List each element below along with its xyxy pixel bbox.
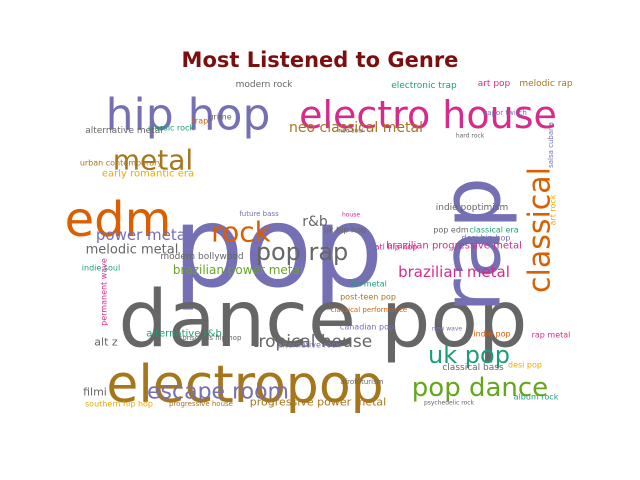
cloud-word-atl-hip-hop: atl hip hop xyxy=(375,243,418,252)
cloud-word-conscious-hip-hop: conscious hip hop xyxy=(179,334,242,342)
cloud-word-canadian-pop: canadian pop xyxy=(340,323,394,332)
cloud-word-edm: edm xyxy=(65,192,172,248)
cloud-word-early-romantic-era: early romantic era xyxy=(102,169,194,180)
cloud-word-classic-rock: classic rock xyxy=(148,124,194,133)
page-title: Most Listened to Genre xyxy=(181,48,459,72)
cloud-word-randb: r&b xyxy=(302,214,328,230)
cloud-word-urban-contemporary: urban contemporary xyxy=(80,159,163,168)
cloud-word-grime: grime xyxy=(208,113,231,122)
cloud-word-trap: trap xyxy=(192,117,208,126)
cloud-word-classical-performance: classical performance xyxy=(331,306,407,314)
cloud-word-brazilian-metal: brazilian metal xyxy=(398,263,510,281)
cloud-word-pop-dance: pop dance xyxy=(412,373,548,403)
cloud-word-progressive-power-metal: progressive power metal xyxy=(250,396,386,409)
cloud-word-rap: rap xyxy=(425,177,520,313)
cloud-word-afrofuturism: afrofuturism xyxy=(340,378,383,386)
cloud-word-metal: metal xyxy=(113,144,193,177)
cloud-word-uk-pop: uk pop xyxy=(428,341,510,369)
cloud-word-escape-room: escape room xyxy=(147,380,289,405)
cloud-word-classical-era: classical era xyxy=(469,226,518,235)
cloud-word-electronic-trap: electronic trap xyxy=(391,81,457,91)
cloud-word-southern-hip-hop: southern hip hop xyxy=(85,400,153,409)
cloud-word-neo-classical-metal: neo classical metal xyxy=(289,120,423,136)
cloud-word-modern-rock: modern rock xyxy=(236,80,294,90)
cloud-word-post-teen-pop: post-teen pop xyxy=(340,293,396,302)
cloud-word-alternative-metal: alternative metal xyxy=(85,126,162,136)
cloud-word-electro-house: electro house xyxy=(299,93,557,137)
cloud-word-neo-soul: neo soul xyxy=(338,128,364,135)
cloud-word-melodic-rap: melodic rap xyxy=(519,79,573,89)
cloud-word-new-wave: new wave xyxy=(432,326,462,333)
cloud-word-tropical-house: tropical house xyxy=(252,332,372,352)
cloud-word-filmi: filmi xyxy=(83,386,107,399)
cloud-word-classical: classical xyxy=(523,167,558,293)
cloud-word-uk-hip-hop: uk hip hop xyxy=(324,226,366,235)
cloud-word-art-pop: art pop xyxy=(478,79,511,89)
cloud-word-progressive-house: progressive house xyxy=(169,400,233,408)
cloud-word-album-rock: album rock xyxy=(514,393,559,402)
cloud-word-desi-hip-hop: desi hip hop xyxy=(462,234,511,243)
cloud-word-alternative-randb: alternative r&b xyxy=(146,329,222,340)
cloud-word-hard-rock: hard rock xyxy=(456,133,485,140)
cloud-word-rock: rock xyxy=(211,216,271,249)
cloud-word-permanent-wave: permanent wave xyxy=(100,258,109,326)
cloud-word-indie-poptimism: indie poptimism xyxy=(436,203,509,213)
cloud-word-brazilian-power-metal: brazilian power metal xyxy=(173,263,303,277)
cloud-word-electropop: electropop xyxy=(106,355,383,415)
cloud-word-alt-z: alt z xyxy=(94,336,118,349)
cloud-word-indie-soul: indie soul xyxy=(82,264,120,273)
cloud-word-pop-rap: pop rap xyxy=(256,238,349,266)
cloud-word-classical-bass: classical bass xyxy=(442,363,504,373)
cloud-word-modern-bollywood: modern bollywood xyxy=(160,252,243,262)
cloud-word-brazilian-progressive-metal: brazilian progressive metal xyxy=(386,241,522,252)
cloud-word-melodic-metal: melodic metal xyxy=(86,243,179,258)
cloud-word-hip-hop: hip hop xyxy=(106,90,271,141)
cloud-word-indie-pop: indie pop xyxy=(473,330,510,339)
cloud-word-alternative-rock: alternative rock xyxy=(278,341,341,350)
cloud-word-psychedelic-rock: psychedelic rock xyxy=(424,400,475,407)
cloud-word-power-metal: power metal xyxy=(96,226,190,244)
cloud-word-nu-metal: nu metal xyxy=(351,280,387,289)
cloud-word-pop: pop xyxy=(173,183,384,313)
cloud-word-desi-pop: desi pop xyxy=(508,361,542,370)
cloud-word-rap-metal: rap metal xyxy=(532,331,571,340)
cloud-word-salsa-cubana: salsa cubana xyxy=(547,122,555,168)
cloud-word-house: house xyxy=(342,212,360,219)
cloud-word-pop-edm: pop edm xyxy=(433,226,469,235)
cloud-word-dance-pop: dance pop xyxy=(118,275,527,365)
cloud-word-future-bass: future bass xyxy=(239,210,279,218)
cloud-word-art-rock: art rock xyxy=(549,194,558,225)
cloud-word-vapor-twitch: vapor twitch xyxy=(483,109,527,117)
